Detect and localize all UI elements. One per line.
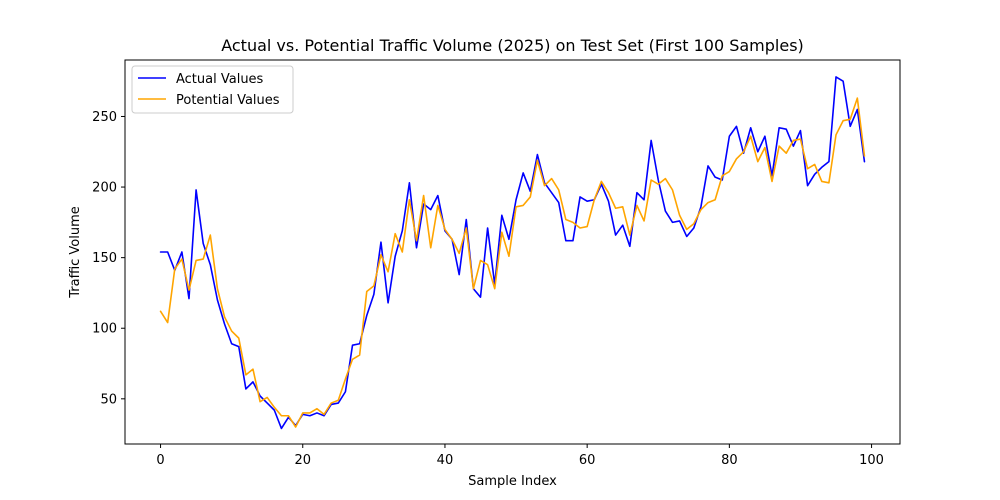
x-tick-label: 60: [579, 453, 596, 468]
y-tick-label: 200: [92, 181, 117, 196]
legend: Actual Values Potential Values: [131, 65, 294, 114]
legend-label: Potential Values: [176, 93, 280, 108]
x-tick-label: 20: [294, 453, 311, 468]
x-tick-label: 0: [156, 453, 164, 468]
series-line-potential-values: [159, 97, 866, 428]
y-tick-label: 250: [92, 110, 117, 125]
y-axis: 50 100 150 200 250: [92, 110, 125, 407]
x-tick-label: 40: [437, 453, 454, 468]
chart-title: Actual vs. Potential Traffic Volume (202…: [221, 36, 804, 55]
x-tick-label: 100: [859, 453, 884, 468]
y-tick-label: 150: [92, 251, 117, 266]
y-tick-label: 50: [100, 392, 117, 407]
x-axis-label: Sample Index: [468, 474, 557, 489]
legend-box: [131, 65, 294, 114]
y-axis-label: Traffic Volume: [68, 206, 83, 299]
series-line-actual-values: [159, 76, 866, 430]
plot-frame: [124, 59, 901, 445]
x-axis: 0 20 40 60 80 100: [156, 444, 884, 468]
y-tick-label: 100: [92, 322, 117, 337]
legend-label: Actual Values: [176, 72, 264, 87]
x-tick-label: 80: [721, 453, 738, 468]
plot-area: [159, 76, 866, 430]
